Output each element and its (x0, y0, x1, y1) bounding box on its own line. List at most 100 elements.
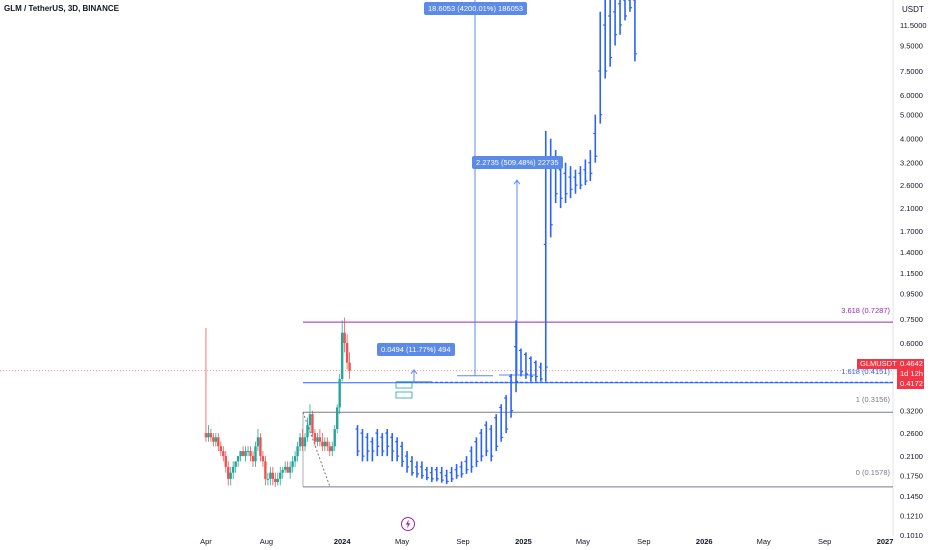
candle-body (293, 456, 297, 462)
lightning-icon[interactable] (401, 517, 415, 531)
candle-body (338, 378, 341, 408)
candle-body (219, 446, 223, 452)
fib-trend-line (302, 412, 331, 488)
candle-body (340, 332, 344, 379)
candle-body (276, 478, 279, 483)
x-tick-label: May (576, 537, 590, 546)
candle-body (256, 437, 260, 447)
candle-body (244, 451, 247, 457)
candle-body (311, 414, 314, 434)
candle-body (303, 437, 307, 447)
measure-arrowhead (513, 179, 521, 185)
fib-label-1: 1 (0.3156) (855, 395, 890, 404)
symbol-price-tag: GLMUSDT (857, 359, 924, 369)
y-tick-label: 4.0000 (900, 135, 923, 144)
annotation-box (395, 381, 413, 389)
candle-body (336, 407, 339, 430)
y-tick-label: 0.1010 (900, 531, 923, 540)
x-tick-label: Sep (456, 537, 469, 546)
candle-body (343, 332, 346, 344)
y-tick-label: 1.7000 (900, 227, 923, 236)
candle-body (326, 441, 329, 447)
candle-body (204, 433, 208, 438)
candle-body (301, 437, 304, 447)
candle-body (264, 461, 267, 479)
y-tick-label: 5.0000 (900, 111, 923, 120)
candle-body (236, 456, 240, 462)
secondary-price-tag: 0.4172 (897, 379, 924, 389)
candle-body (217, 437, 220, 447)
annotation-box (395, 391, 413, 399)
y-tick-label: 0.1750 (900, 472, 923, 481)
candle-body (318, 437, 322, 442)
candle-body (269, 472, 272, 479)
candle-body (274, 478, 277, 483)
y-tick-label: 0.3200 (900, 407, 923, 416)
x-tick-label: 2025 (515, 537, 532, 546)
x-tick-label: May (757, 537, 771, 546)
x-tick-label: Sep (637, 537, 650, 546)
candle-body (259, 437, 262, 457)
x-tick-label: 2024 (334, 537, 352, 546)
x-tick-label: 2026 (696, 537, 713, 546)
candle-body (281, 469, 284, 473)
candle-body (207, 433, 210, 438)
candle-body (251, 456, 255, 462)
y-tick-label: 0.1210 (900, 511, 923, 520)
candle-body (348, 362, 351, 371)
x-tick-label: Sep (818, 537, 831, 546)
candle-body (286, 466, 289, 473)
countdown-tag: 1d 12h (897, 369, 924, 379)
candle-body (328, 446, 331, 452)
candle-body (229, 472, 232, 479)
x-tick-label: 2027 (877, 537, 894, 546)
y-tick-label: 0.2100 (900, 452, 923, 461)
candle-body (246, 451, 250, 453)
candle-body (249, 451, 252, 457)
candle-body (296, 446, 299, 457)
candle-body (271, 472, 275, 479)
candle-body (333, 429, 336, 447)
fib-label-1618: 1.618 (0.4151) (841, 367, 890, 376)
candle-body (212, 437, 215, 442)
symbol-title[interactable]: GLM / TetherUS, 3D, BINANCE (4, 4, 119, 13)
y-tick-label: 0.7500 (900, 315, 923, 324)
x-tick-label: Aug (260, 537, 273, 546)
candle-body (331, 446, 334, 452)
last-price-tag: 0.4642 (897, 359, 924, 369)
measure-label-medium[interactable]: 2.2735 (509.48%) 22735 (472, 156, 563, 169)
y-tick-label: 2.6000 (900, 181, 923, 190)
y-tick-label: 0.2600 (900, 429, 923, 438)
axis-unit-label: USDT (902, 5, 924, 14)
y-tick-label: 0.6000 (900, 339, 923, 348)
y-tick-label: 1.1500 (900, 269, 923, 278)
candle-body (222, 451, 225, 457)
y-tick-label: 11.5000 (900, 21, 927, 30)
candle-body (209, 433, 213, 438)
y-tick-label: 1.4000 (900, 248, 923, 257)
candle-body (308, 414, 312, 426)
y-tick-label: 0.1450 (900, 492, 923, 501)
candle-body (323, 441, 327, 447)
measure-arrowhead (410, 368, 418, 375)
candle-body (227, 466, 230, 479)
candle-body (234, 461, 237, 467)
candle-body (298, 437, 302, 447)
y-tick-label: 6.0000 (900, 91, 923, 100)
candle-body (279, 472, 282, 479)
y-tick-label: 7.5000 (900, 67, 923, 76)
candle-body (241, 451, 245, 457)
measure-label-large[interactable]: 18.6053 (4200.01%) 186053 (424, 2, 528, 15)
candle-body (306, 425, 309, 438)
candle-body (283, 466, 287, 470)
y-tick-label: 3.2000 (900, 159, 923, 168)
y-tick-label: 2.1000 (900, 204, 923, 213)
candle-body (321, 441, 324, 447)
measure-label-small[interactable]: 0.0494 (11.77%) 494 (377, 343, 455, 356)
candle-body (291, 461, 294, 467)
candle-body (254, 446, 257, 462)
x-tick-label: May (395, 537, 409, 546)
candle-body (214, 437, 218, 442)
candle-body (231, 466, 235, 473)
